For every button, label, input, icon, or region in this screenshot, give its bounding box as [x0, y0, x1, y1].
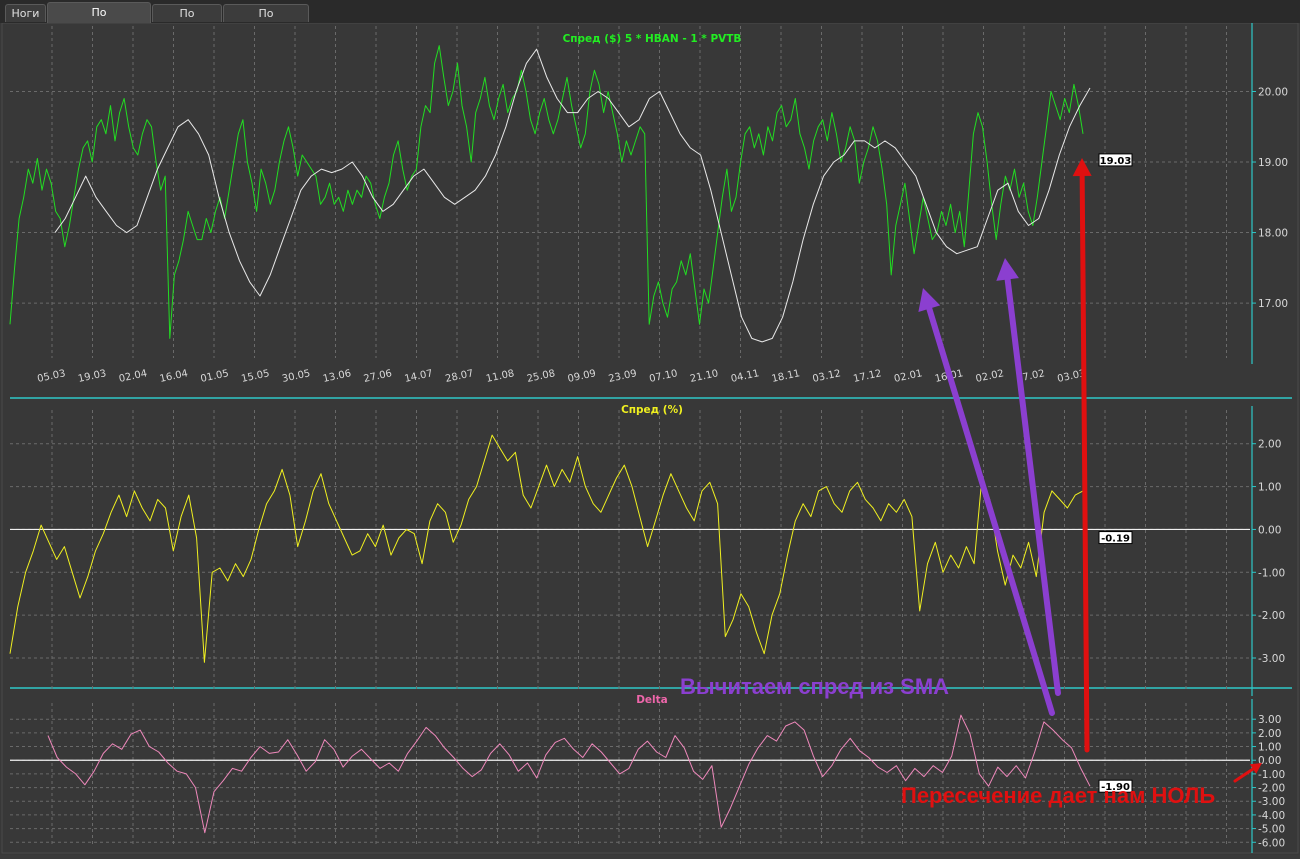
x-tick-label: 07.10 — [648, 368, 678, 385]
panel-1: 17.00 18.00 19.00 20.00 Спред ($) 5 * HBAN -… — [9, 16, 1288, 364]
tab-by-volatility[interactable]: По волатильности — [47, 2, 151, 39]
arrow-shaft — [1004, 276, 1061, 696]
annotation-subtract-text: Вычитаем спред из SMA — [680, 674, 950, 699]
x-tick-label: 01.05 — [200, 368, 230, 385]
panel-title: Спред ($) 5 * HBAN - 1 * PVTB — [563, 33, 742, 45]
x-tick-label: 16.04 — [159, 368, 189, 385]
x-tick-label: 02.01 — [893, 368, 923, 385]
y-tick-label: 19.00 — [1258, 157, 1288, 169]
x-tick-label: 14.07 — [404, 368, 434, 385]
series-line — [9, 45, 1084, 339]
x-tick-label: 23.09 — [608, 368, 638, 385]
y-tick-label: 17.00 — [1258, 298, 1288, 310]
x-tick-label: 11.08 — [485, 368, 515, 385]
annotation-crossing-text: Пересечение дает нам НОЛЬ — [901, 783, 1216, 808]
annotation-arrow — [1233, 763, 1262, 783]
chart-tab-bar: Ноги По волатильности По медиане По отно… — [0, 0, 1300, 39]
x-tick-label: 04.11 — [730, 368, 760, 385]
x-tick-label: 09.09 — [567, 368, 597, 385]
y-tick-label: 1.00 — [1258, 482, 1281, 494]
arrow-head — [918, 288, 941, 312]
panel-2: -3.00 -2.00 -1.00 0.00 1.00 2.00 Спред (%) -0.1… — [9, 404, 1285, 696]
tab-by-median[interactable]: По медиане — [152, 4, 222, 38]
x-tick-label: 21.10 — [689, 368, 719, 385]
y-tick-label: -1.00 — [1258, 769, 1285, 781]
y-tick-label: 0.00 — [1258, 755, 1281, 767]
annotation-arrow — [918, 288, 1055, 716]
last-value-box — [1098, 153, 1133, 167]
y-tick-label: -1.00 — [1258, 567, 1285, 579]
chart-area: 17.00 18.00 19.00 20.00 Спред ($) 5 * HBAN -… — [0, 16, 1300, 855]
series-line — [47, 714, 1091, 834]
tab-by-ratio[interactable]: По отношению — [223, 4, 309, 38]
last-value-box — [1098, 779, 1133, 793]
last-value-label: 19.03 — [1100, 156, 1132, 167]
y-tick-label: 2.00 — [1258, 728, 1281, 740]
sma-line — [54, 48, 1091, 343]
panel-3: 3.00 2.00 1.000.00 -1.00 -2.00-3.00 -4.00 -5.0… — [10, 694, 1285, 853]
last-value-label: -1.90 — [1101, 782, 1130, 793]
y-tick-label: 20.00 — [1258, 86, 1288, 98]
y-tick-label: 2.00 — [1258, 439, 1281, 451]
x-tick-label: 28.07 — [444, 368, 474, 385]
y-tick-label: -4.00 — [1258, 810, 1285, 822]
last-value-label: -0.19 — [1101, 534, 1130, 545]
x-tick-label: 03.12 — [812, 368, 842, 385]
last-value-box — [1098, 531, 1133, 545]
y-tick-label: -3.00 — [1258, 796, 1285, 808]
x-tick-label: 30.05 — [281, 368, 311, 385]
annotation-arrow — [996, 258, 1061, 696]
arrow-shaft — [1079, 173, 1090, 753]
y-tick-label: 18.00 — [1258, 228, 1288, 240]
x-tick-label: 19.03 — [77, 368, 107, 385]
y-tick-label: 0.00 — [1258, 524, 1281, 536]
x-tick-label: 27.06 — [363, 368, 393, 385]
arrow-head — [1072, 158, 1092, 177]
y-tick-label: -2.00 — [1258, 610, 1285, 622]
y-tick-label: -6.00 — [1258, 837, 1285, 849]
y-tick-label: -5.00 — [1258, 824, 1285, 836]
y-tick-label: -2.00 — [1258, 783, 1285, 795]
charts-canvas: 17.00 18.00 19.00 20.00 Спред ($) 5 * HBAN -… — [1, 16, 1299, 854]
x-tick-label: 25.08 — [526, 368, 556, 385]
x-tick-label: 05.03 — [36, 368, 66, 385]
x-tick-label: 18.11 — [771, 368, 801, 385]
x-tick-label: 13.06 — [322, 368, 352, 385]
arrow-head — [996, 258, 1019, 281]
x-tick-label: 15.05 — [240, 368, 270, 385]
x-tick-label: 17.12 — [852, 368, 882, 385]
chart-frame — [1, 22, 1299, 854]
annotation-arrow — [1072, 158, 1092, 753]
y-tick-label: -3.00 — [1258, 653, 1285, 665]
arrow-shaft — [926, 305, 1055, 716]
panel-title: Delta — [636, 694, 668, 706]
tab-legs[interactable]: Ноги — [5, 4, 46, 22]
series-line — [9, 434, 1084, 663]
y-tick-label: 3.00 — [1258, 714, 1281, 726]
arrow-head — [1249, 763, 1262, 774]
x-tick-label: 02.04 — [118, 368, 148, 385]
y-tick-label: 1.00 — [1258, 742, 1281, 754]
arrow-shaft — [1233, 767, 1255, 783]
x-tick-label: 02.02 — [975, 368, 1005, 385]
panel-title: Спред (%) — [621, 404, 683, 416]
